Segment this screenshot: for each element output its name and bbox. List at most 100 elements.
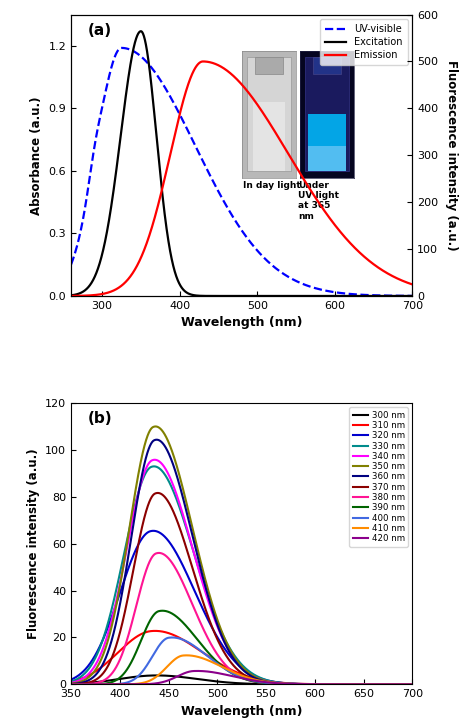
410 nm xyxy=(107,680,113,689)
390 nm xyxy=(366,680,372,689)
350 nm xyxy=(199,563,205,571)
350 nm xyxy=(153,422,158,431)
380 nm xyxy=(68,680,74,689)
410 nm xyxy=(403,680,409,689)
380 nm xyxy=(128,624,133,633)
Excitation xyxy=(199,291,205,300)
UV-visible xyxy=(366,290,372,299)
360 nm xyxy=(128,539,133,548)
Line: 370 nm: 370 nm xyxy=(71,493,412,684)
400 nm xyxy=(366,680,372,689)
360 nm xyxy=(410,680,415,689)
350 nm xyxy=(128,518,133,527)
350 nm xyxy=(410,680,415,689)
Emission xyxy=(403,277,409,286)
390 nm xyxy=(68,680,74,689)
350 nm xyxy=(107,628,113,637)
370 nm xyxy=(214,634,220,643)
310 nm xyxy=(410,680,415,689)
340 nm xyxy=(107,622,113,631)
Excitation xyxy=(410,292,415,301)
330 nm xyxy=(199,575,205,584)
Line: 390 nm: 390 nm xyxy=(71,611,412,684)
420 nm xyxy=(366,680,372,689)
Emission xyxy=(107,288,113,296)
360 nm xyxy=(68,680,74,689)
Line: 420 nm: 420 nm xyxy=(71,671,412,684)
300 nm xyxy=(366,680,372,689)
Line: UV-visible: UV-visible xyxy=(71,48,412,296)
310 nm xyxy=(214,657,220,666)
390 nm xyxy=(410,680,415,689)
360 nm xyxy=(366,680,372,689)
420 nm xyxy=(199,667,205,676)
360 nm xyxy=(403,680,409,689)
Emission xyxy=(366,256,372,265)
340 nm xyxy=(68,678,74,687)
320 nm xyxy=(366,680,372,689)
Excitation xyxy=(128,61,133,70)
X-axis label: Wavelength (nm): Wavelength (nm) xyxy=(181,317,302,329)
UV-visible xyxy=(214,184,220,193)
330 nm xyxy=(403,680,409,689)
Line: 310 nm: 310 nm xyxy=(71,631,412,684)
400 nm xyxy=(410,680,415,689)
Line: 400 nm: 400 nm xyxy=(71,638,412,684)
UV-visible xyxy=(128,45,133,54)
410 nm xyxy=(128,680,133,689)
Line: 410 nm: 410 nm xyxy=(71,655,412,684)
330 nm xyxy=(107,612,113,620)
330 nm xyxy=(68,677,74,686)
390 nm xyxy=(128,660,133,668)
Line: 330 nm: 330 nm xyxy=(71,467,412,684)
320 nm xyxy=(128,559,133,568)
300 nm xyxy=(107,676,113,685)
350 nm xyxy=(366,680,372,689)
360 nm xyxy=(154,435,160,444)
320 nm xyxy=(107,617,113,626)
410 nm xyxy=(214,660,220,669)
310 nm xyxy=(107,655,113,664)
310 nm xyxy=(68,677,74,686)
320 nm xyxy=(214,632,220,641)
Text: (a): (a) xyxy=(88,23,112,38)
390 nm xyxy=(403,680,409,689)
UV-visible xyxy=(403,291,409,300)
420 nm xyxy=(194,667,200,676)
380 nm xyxy=(410,680,415,689)
310 nm xyxy=(366,680,372,689)
340 nm xyxy=(366,680,372,689)
410 nm xyxy=(199,654,205,662)
Emission xyxy=(200,57,206,66)
Emission xyxy=(199,58,205,66)
Text: Under
UV light
at 365
nm: Under UV light at 365 nm xyxy=(298,181,339,221)
310 nm xyxy=(128,637,133,646)
380 nm xyxy=(366,680,372,689)
Line: 300 nm: 300 nm xyxy=(71,676,412,684)
Y-axis label: Fluorescence intensity (a.u.): Fluorescence intensity (a.u.) xyxy=(27,448,39,639)
350 nm xyxy=(68,679,74,688)
420 nm xyxy=(107,680,113,689)
Emission xyxy=(410,280,415,289)
400 nm xyxy=(169,633,175,642)
420 nm xyxy=(128,680,133,689)
400 nm xyxy=(128,677,133,686)
370 nm xyxy=(128,581,133,590)
Line: 350 nm: 350 nm xyxy=(71,427,412,684)
Excitation xyxy=(68,291,74,300)
410 nm xyxy=(68,680,74,689)
340 nm xyxy=(403,680,409,689)
Legend: UV-visible, Excitation, Emission: UV-visible, Excitation, Emission xyxy=(320,20,408,65)
350 nm xyxy=(403,680,409,689)
360 nm xyxy=(214,620,220,628)
Line: 340 nm: 340 nm xyxy=(71,460,412,684)
300 nm xyxy=(68,679,74,688)
UV-visible xyxy=(118,44,124,52)
340 nm xyxy=(410,680,415,689)
320 nm xyxy=(410,680,415,689)
Emission xyxy=(214,60,220,69)
Line: Emission: Emission xyxy=(71,61,412,296)
350 nm xyxy=(214,614,220,622)
340 nm xyxy=(199,577,205,586)
340 nm xyxy=(128,526,133,535)
